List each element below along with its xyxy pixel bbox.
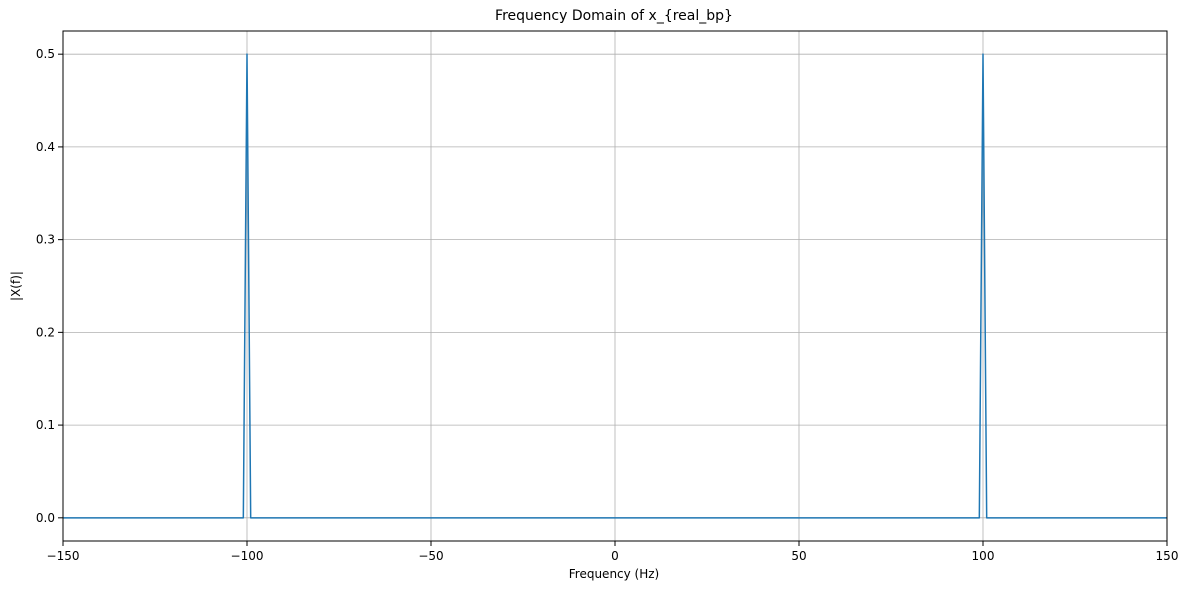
x-tick-label: 0 <box>611 549 619 563</box>
y-tick-label: 0.2 <box>36 325 55 339</box>
y-tick-label: 0.3 <box>36 233 55 247</box>
x-tick-label: −50 <box>418 549 443 563</box>
y-tick-label: 0.4 <box>36 140 55 154</box>
y-tick-label: 0.5 <box>36 47 55 61</box>
series-line-0 <box>63 53 1167 519</box>
x-tick-label: −100 <box>231 549 264 563</box>
x-tick-label: 150 <box>1156 549 1179 563</box>
chart-title: Frequency Domain of x_{real_bp} <box>495 8 733 24</box>
x-tick-label: 100 <box>972 549 995 563</box>
y-axis-label: |X(f)| <box>9 271 23 301</box>
y-axis: 0.0 0.1 0.2 0.3 0.4 0.5 <box>36 47 63 525</box>
plot-area <box>63 53 1167 519</box>
x-tick-label: 50 <box>791 549 806 563</box>
y-tick-label: 0.0 <box>36 511 55 525</box>
y-tick-label: 0.1 <box>36 418 55 432</box>
x-tick-label: −150 <box>47 549 80 563</box>
x-axis-label: Frequency (Hz) <box>569 567 660 581</box>
x-axis: −150 −100 −50 0 50 100 150 <box>47 541 1179 563</box>
